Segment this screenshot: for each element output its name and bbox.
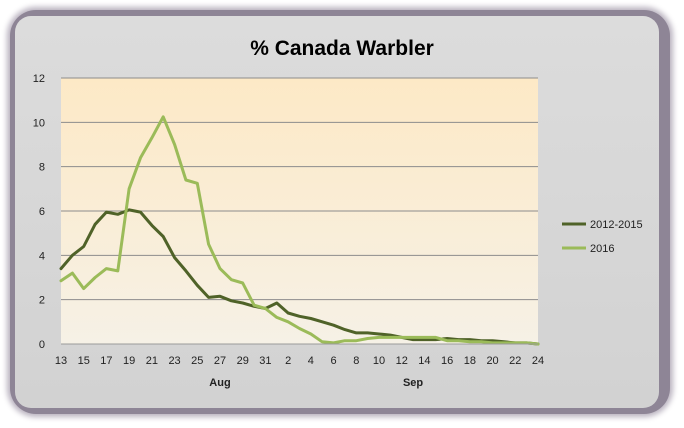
- x-tick-label: 22: [509, 355, 521, 367]
- month-label: Aug: [209, 377, 230, 389]
- x-tick-label: 29: [237, 355, 249, 367]
- x-tick-label: 12: [396, 355, 408, 367]
- x-tick-label: 19: [123, 355, 135, 367]
- y-tick-label: 10: [33, 117, 45, 129]
- x-axis-ticks: 13 15 17 19 21 23 25 27 29 31 2 4 6 8 10 12 14 16 18 20 22 24: [55, 355, 544, 367]
- legend: 2012-2015 2016: [562, 219, 643, 255]
- y-axis-ticks: 0 2 4 6 8 10 12: [33, 73, 45, 351]
- x-tick-label: 27: [214, 355, 226, 367]
- x-tick-label: 4: [308, 355, 314, 367]
- x-tick-label: 24: [532, 355, 544, 367]
- y-tick-label: 4: [39, 250, 45, 262]
- y-tick-label: 12: [33, 73, 45, 85]
- x-tick-label: 14: [418, 355, 430, 367]
- x-tick-label: 23: [168, 355, 180, 367]
- y-tick-label: 6: [39, 206, 45, 218]
- x-tick-label: 20: [486, 355, 498, 367]
- legend-label: 2016: [590, 243, 614, 255]
- y-tick-label: 0: [39, 339, 45, 351]
- x-tick-label: 18: [464, 355, 476, 367]
- x-tick-label: 16: [441, 355, 453, 367]
- month-labels: Aug Sep: [209, 377, 423, 389]
- x-tick-label: 10: [373, 355, 385, 367]
- legend-label: 2012-2015: [590, 219, 643, 231]
- x-tick-label: 15: [78, 355, 90, 367]
- series-lines: [59, 115, 540, 346]
- y-tick-label: 8: [39, 162, 45, 174]
- chart-title: % Canada Warbler: [250, 37, 434, 60]
- x-tick-label: 21: [146, 355, 158, 367]
- x-tick-label: 6: [331, 355, 337, 367]
- y-tick-label: 2: [39, 295, 45, 307]
- x-tick-label: 13: [55, 355, 67, 367]
- series-line: [59, 115, 540, 346]
- month-label: Sep: [403, 377, 423, 389]
- x-tick-label: 31: [259, 355, 271, 367]
- x-tick-label: 2: [285, 355, 291, 367]
- x-tick-label: 25: [191, 355, 203, 367]
- x-tick-label: 8: [353, 355, 359, 367]
- x-tick-label: 17: [100, 355, 112, 367]
